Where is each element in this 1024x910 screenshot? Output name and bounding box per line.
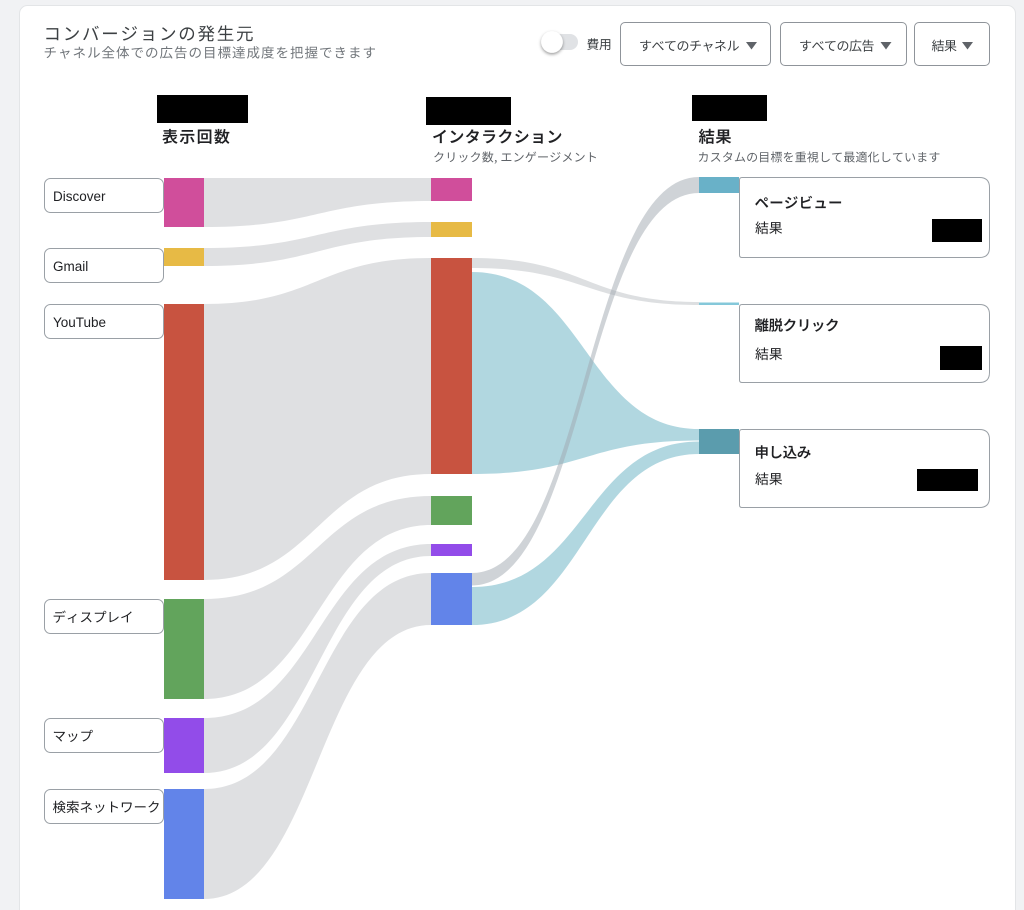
- svg-text:Gmail: Gmail: [53, 259, 88, 274]
- svg-text:Discover: Discover: [53, 189, 106, 204]
- svg-text:YouTube: YouTube: [53, 315, 106, 330]
